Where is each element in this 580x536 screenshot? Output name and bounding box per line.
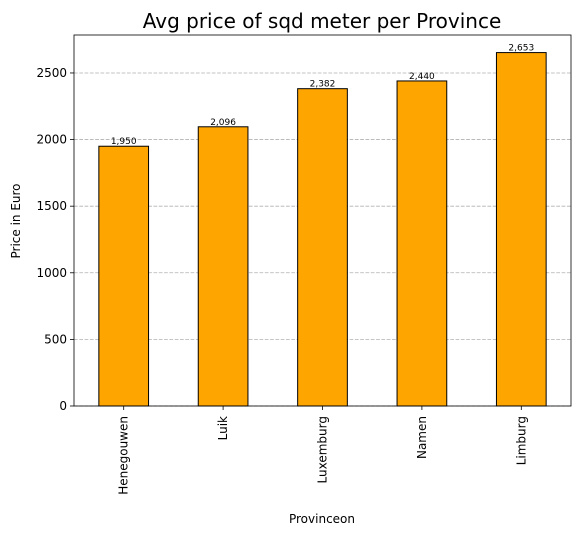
chart-title: Avg price of sqd meter per Province xyxy=(143,9,502,33)
y-tick-label-2: 1000 xyxy=(36,266,67,280)
x-tick-label-namen: Namen xyxy=(415,416,429,459)
bar-luxemburg xyxy=(297,88,348,407)
data-label-limburg: 2,653 xyxy=(508,44,534,54)
bar-henegouwen xyxy=(98,145,150,407)
x-axis-label: Provinceon xyxy=(289,512,355,526)
y-axis-label: Price in Euro xyxy=(9,183,23,258)
x-axis-ticks: Henegouwen Luik Luxemburg Namen Limburg xyxy=(117,406,528,495)
data-label-namen: 2,440 xyxy=(409,72,435,82)
data-label-luik: 2,096 xyxy=(210,118,236,128)
bar-namen xyxy=(396,80,448,407)
y-tick-label-0: 0 xyxy=(59,399,67,413)
x-tick-label-luxemburg: Luxemburg xyxy=(316,416,330,483)
data-label-henegouwen: 1,950 xyxy=(111,137,137,147)
x-tick-label-luik: Luik xyxy=(216,416,230,440)
bars xyxy=(98,52,547,407)
bar-limburg xyxy=(495,52,547,407)
y-tick-label-1: 500 xyxy=(44,332,67,346)
x-tick-label-henegouwen: Henegouwen xyxy=(117,416,131,495)
data-labels: 1,950 2,096 2,382 2,440 2,653 xyxy=(111,44,534,148)
bar-luik xyxy=(197,126,249,407)
y-tick-label-5: 2500 xyxy=(36,66,67,80)
data-label-luxemburg: 2,382 xyxy=(310,80,336,90)
y-tick-label-4: 2000 xyxy=(36,133,67,147)
y-tick-label-3: 1500 xyxy=(36,199,67,213)
x-tick-label-limburg: Limburg xyxy=(514,416,528,465)
y-axis-ticks: 0 500 1000 1500 2000 2500 xyxy=(36,66,74,413)
